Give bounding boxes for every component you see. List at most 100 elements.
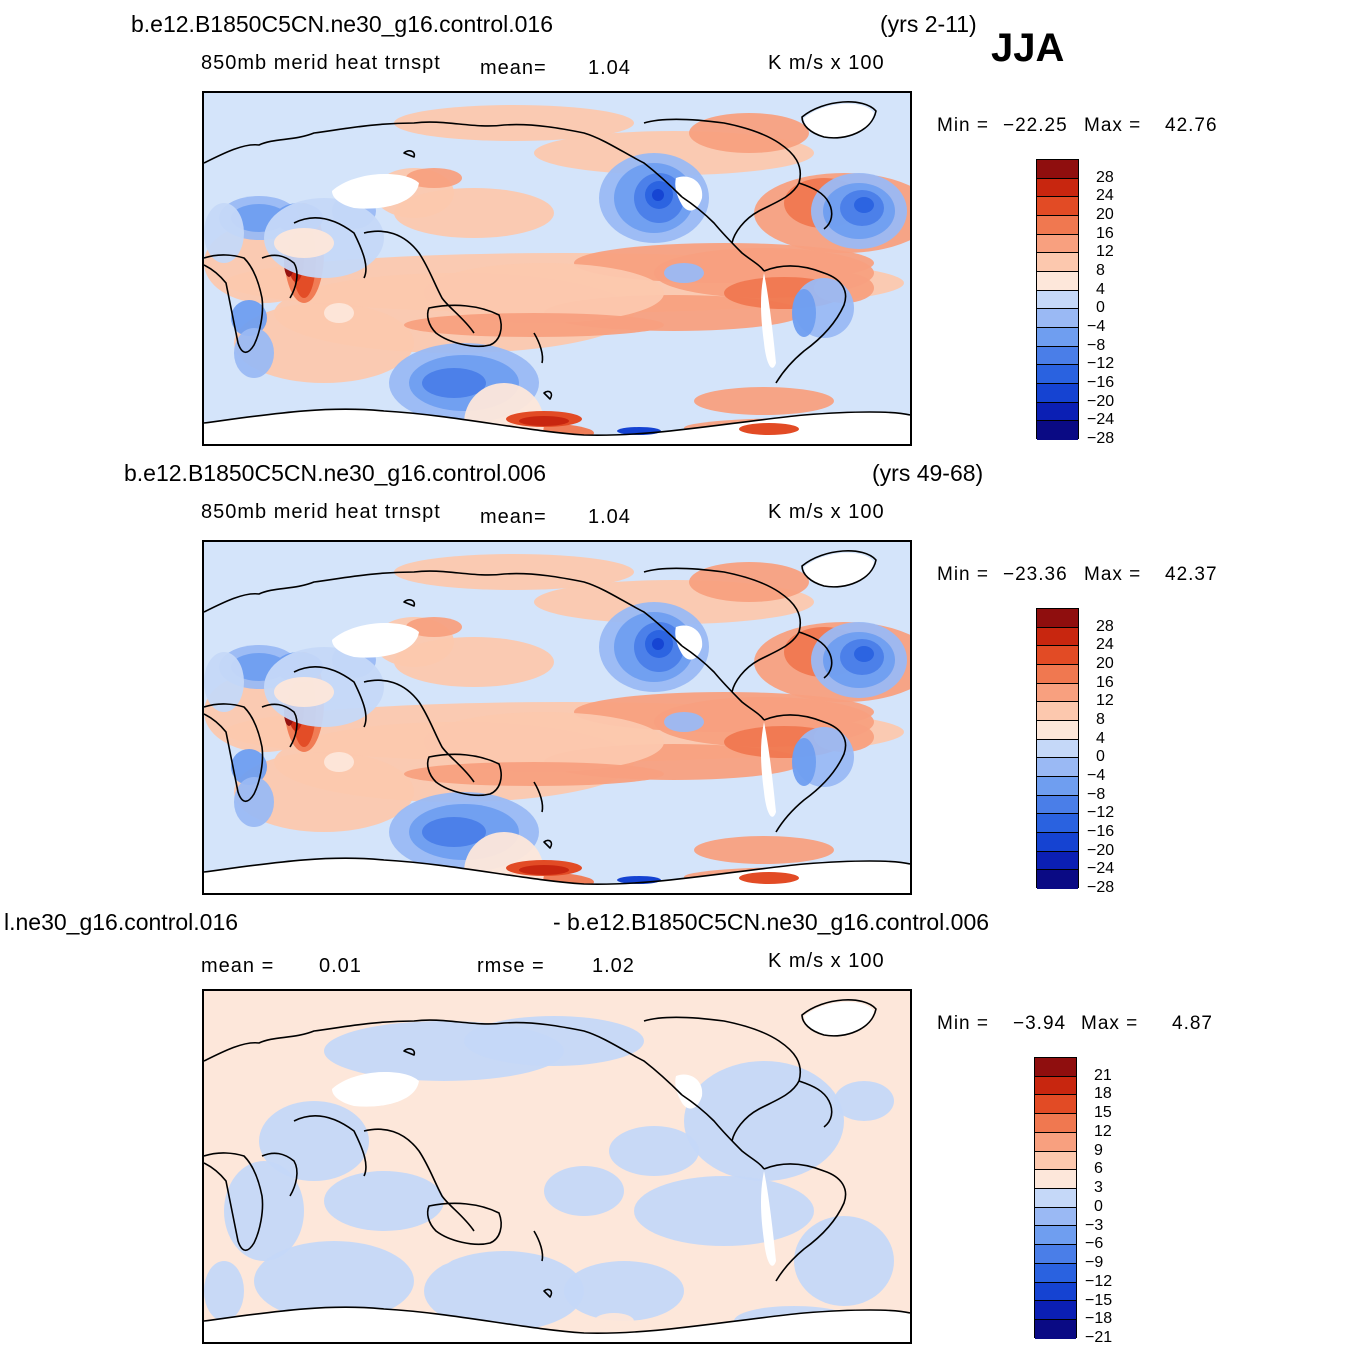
colorbar-label: −4 xyxy=(1087,318,1106,335)
panel2-units: K m/s x 100 xyxy=(768,501,885,523)
colorbar-label: −12 xyxy=(1085,1272,1113,1290)
antarctic-coast-band xyxy=(506,860,799,884)
colorbar-swatch xyxy=(1037,702,1078,721)
colorbar-label: 4 xyxy=(1096,280,1105,298)
colorbar-label: 21 xyxy=(1094,1066,1112,1084)
colorbar-label: −24 xyxy=(1087,860,1115,878)
panel1-variable: 850mb merid heat trnspt xyxy=(201,52,441,74)
colorbar-swatch xyxy=(1037,646,1078,665)
antarctic-coast-band xyxy=(506,411,799,435)
colorbar-label: 12 xyxy=(1096,692,1114,710)
colorbar-label: −6 xyxy=(1085,1235,1104,1253)
colorbar-swatch xyxy=(1037,832,1078,852)
coastlines xyxy=(204,550,910,885)
colorbar-swatch xyxy=(1037,664,1078,684)
colorbar-swatch xyxy=(1035,1189,1076,1208)
colorbar-label: 0 xyxy=(1094,1197,1103,1215)
panel3-case-left: l.ne30_g16.control.016 xyxy=(4,909,239,935)
colorbar-swatch xyxy=(1035,1282,1076,1302)
panel1-years: (yrs 2-11) xyxy=(880,11,977,37)
panel1-max-label: Max = xyxy=(1084,115,1142,136)
colorbar-swatch xyxy=(1037,309,1078,328)
colorbar-label: 12 xyxy=(1096,243,1114,261)
colorbar-label: −28 xyxy=(1087,879,1115,896)
colorbar-swatch xyxy=(1037,683,1078,703)
colorbar-swatch xyxy=(1037,795,1078,815)
panel1-max-value: 42.76 xyxy=(1165,115,1218,136)
coastlines xyxy=(204,999,910,1334)
colorbar-swatch xyxy=(1037,776,1078,796)
panel2-mean-label: mean= xyxy=(480,506,547,528)
panel1-units: K m/s x 100 xyxy=(768,52,885,74)
panel3-case-right: - b.e12.B1850C5CN.ne30_g16.control.006 xyxy=(553,909,990,935)
colorbar-label: 6 xyxy=(1094,1160,1103,1178)
panel2-min-label: Min = xyxy=(937,564,989,585)
colorbar-swatch xyxy=(1035,1114,1076,1133)
colorbar-swatch xyxy=(1035,1170,1076,1190)
colorbar-label: 0 xyxy=(1096,748,1105,766)
panel3-mean-value: 0.01 xyxy=(319,955,362,977)
colorbar-label: 28 xyxy=(1096,617,1114,635)
colorbar-label: 16 xyxy=(1096,224,1114,242)
colorbar-swatch xyxy=(1037,290,1078,310)
colorbar-swatch xyxy=(1035,1263,1076,1283)
colorbar-swatch xyxy=(1035,1207,1076,1227)
colorbar-swatch xyxy=(1037,178,1078,198)
colorbar-label: 8 xyxy=(1096,262,1105,279)
colorbar-swatch xyxy=(1037,253,1078,272)
colorbar-label: −8 xyxy=(1087,336,1106,354)
colorbar-label: 4 xyxy=(1096,729,1105,747)
panel3-rmse-label: rmse = xyxy=(477,955,545,977)
panel1-map xyxy=(202,91,912,446)
panel2-max-label: Max = xyxy=(1084,564,1142,585)
colorbar-label: −16 xyxy=(1087,374,1115,391)
colorbar-label: 0 xyxy=(1096,299,1105,317)
colorbar-label: 16 xyxy=(1096,673,1114,691)
colorbar-swatch xyxy=(1037,758,1078,777)
colorbar-swatch xyxy=(1037,739,1078,759)
colorbar-swatch xyxy=(1035,1076,1076,1096)
colorbar-label: −9 xyxy=(1085,1254,1104,1272)
colorbar-label: −12 xyxy=(1087,804,1115,822)
colorbar-label: −20 xyxy=(1087,841,1115,859)
colorbar-label: 9 xyxy=(1094,1141,1103,1159)
colorbar-swatch xyxy=(1037,215,1078,235)
colorbar-swatch xyxy=(1037,160,1078,179)
colorbar-label: −8 xyxy=(1087,785,1106,803)
colorbar-swatch xyxy=(1037,383,1078,403)
coastlines xyxy=(204,101,910,436)
colorbar-swatch xyxy=(1037,627,1078,647)
colorbar-label: 28 xyxy=(1096,168,1114,186)
colorbar-swatch xyxy=(1037,197,1078,216)
colorbar-label: −18 xyxy=(1085,1310,1113,1328)
colorbar-swatch xyxy=(1037,851,1078,871)
panel1-min-label: Min = xyxy=(937,115,989,136)
field-shading xyxy=(204,554,910,893)
panel2-max-value: 42.37 xyxy=(1165,564,1218,585)
colorbar-label: 8 xyxy=(1096,711,1105,728)
masked-terrain xyxy=(204,103,910,444)
panel2-years: (yrs 49-68) xyxy=(872,460,984,486)
panel2-mean-value: 1.04 xyxy=(588,506,631,528)
colorbar-swatch xyxy=(1037,234,1078,254)
colorbar-swatch xyxy=(1037,720,1078,740)
colorbar-label: −15 xyxy=(1085,1291,1113,1309)
colorbar-label: −3 xyxy=(1085,1216,1104,1234)
panel2-colorbar xyxy=(1036,608,1079,889)
panel2-case-title: b.e12.B1850C5CN.ne30_g16.control.006 xyxy=(124,460,546,486)
colorbar-label: 20 xyxy=(1096,655,1114,672)
masked-terrain xyxy=(204,1001,910,1342)
colorbar-label: 15 xyxy=(1094,1104,1112,1122)
panel2-map xyxy=(202,540,912,895)
colorbar-label: −24 xyxy=(1087,411,1115,429)
colorbar-swatch xyxy=(1037,327,1078,347)
colorbar-swatch xyxy=(1035,1058,1076,1077)
colorbar-swatch xyxy=(1035,1095,1076,1115)
field-shading xyxy=(204,1016,894,1336)
colorbar-swatch xyxy=(1037,346,1078,366)
panel1-mean-value: 1.04 xyxy=(588,57,631,79)
panel3-map xyxy=(202,989,912,1344)
masked-terrain xyxy=(204,552,910,893)
colorbar-label: −21 xyxy=(1085,1329,1113,1346)
colorbar-swatch xyxy=(1037,421,1078,440)
